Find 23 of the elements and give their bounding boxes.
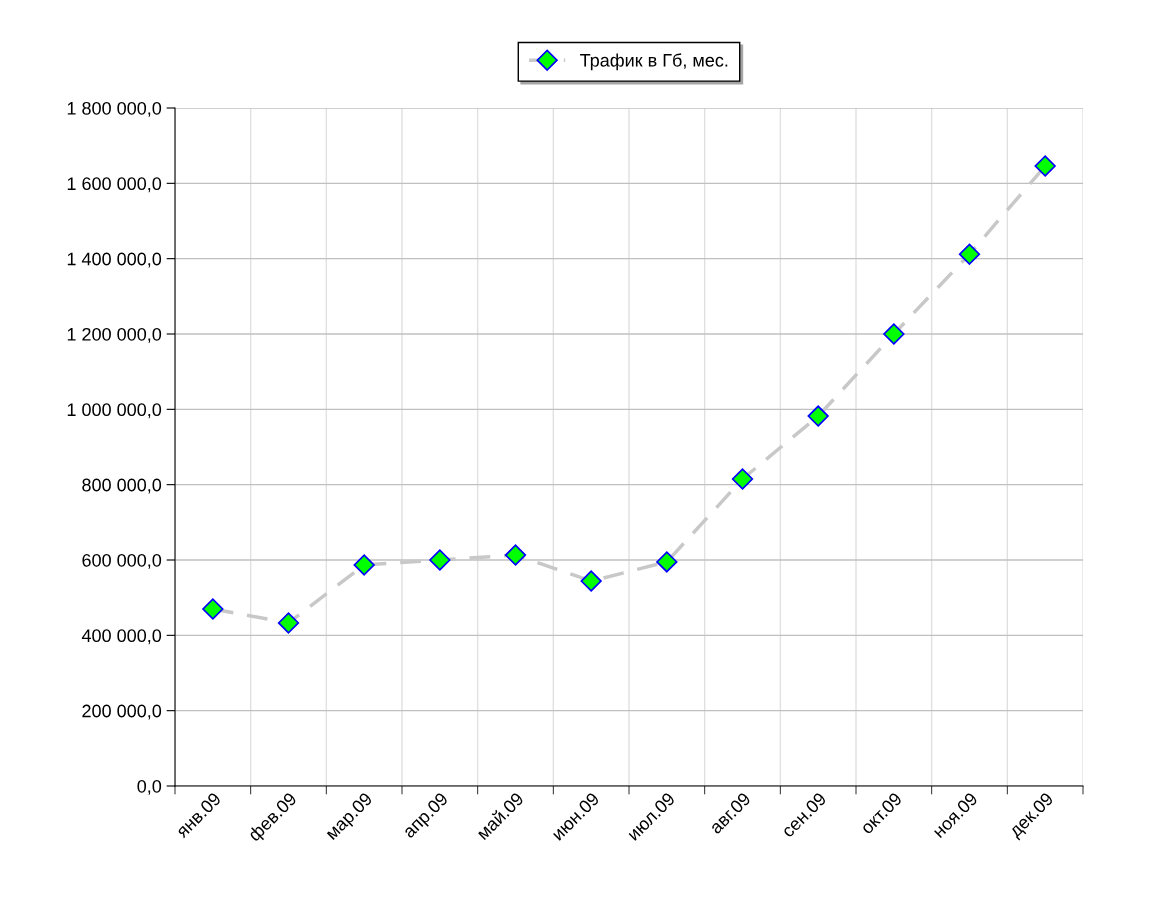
y-tick-label: 400 000,0 — [81, 629, 162, 645]
y-tick-label: 800 000,0 — [82, 478, 162, 494]
y-tick-label: 1 000 000,0 — [67, 403, 162, 419]
y-tick-label: 1 400 000,0 — [67, 252, 162, 268]
point — [958, 243, 981, 265]
point — [580, 570, 602, 592]
point — [353, 554, 375, 576]
legend-label: Трафик в Гб, мес. — [580, 53, 728, 71]
point — [504, 544, 527, 566]
point — [656, 551, 678, 573]
point — [1034, 155, 1056, 177]
point — [807, 405, 829, 427]
y-tick-label: 600 000,0 — [82, 553, 162, 569]
point — [202, 598, 224, 620]
point — [429, 549, 451, 571]
point — [883, 323, 905, 345]
y-tick-label: 200 000,0 — [82, 704, 162, 720]
y-tick-label: 1 600 000,0 — [67, 177, 162, 193]
y-tick-label: 1 800 000,0 — [67, 101, 162, 117]
point — [277, 612, 300, 634]
y-tick-label: 1 200 000,0 — [67, 327, 162, 343]
y-tick-label: 0,0 — [137, 779, 162, 795]
point — [731, 468, 754, 490]
